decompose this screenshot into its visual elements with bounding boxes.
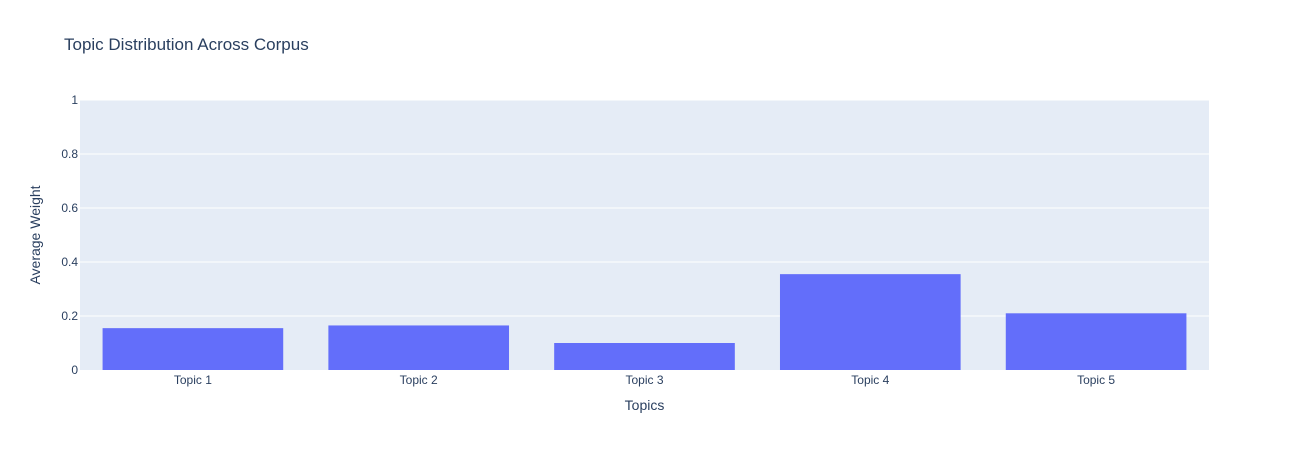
y-tick-label: 0.6 bbox=[61, 201, 78, 215]
bar-topic-4[interactable] bbox=[779, 274, 961, 370]
bar-topic-5[interactable] bbox=[1005, 313, 1187, 370]
y-tick-label: 0.8 bbox=[61, 147, 78, 161]
x-tick-label: Topic 1 bbox=[174, 373, 212, 387]
x-tick-label: Topic 4 bbox=[851, 373, 889, 387]
y-tick-label: 1 bbox=[71, 93, 78, 107]
y-tick-label: 0.2 bbox=[61, 309, 78, 323]
x-axis-ticks: Topic 1 Topic 2 Topic 3 Topic 4 Topic 5 bbox=[174, 373, 1116, 387]
bar-topic-1[interactable] bbox=[102, 328, 284, 370]
x-axis-title: Topics bbox=[625, 397, 665, 413]
chart-title: Topic Distribution Across Corpus bbox=[64, 35, 309, 54]
y-axis-ticks: 0 0.2 0.4 0.6 0.8 1 bbox=[61, 93, 78, 377]
y-tick-label: 0 bbox=[71, 363, 78, 377]
x-tick-label: Topic 5 bbox=[1077, 373, 1115, 387]
y-axis-title: Average Weight bbox=[27, 185, 43, 284]
y-tick-label: 0.4 bbox=[61, 255, 78, 269]
x-tick-label: Topic 2 bbox=[400, 373, 438, 387]
bar-topic-3[interactable] bbox=[554, 343, 735, 370]
bar-topic-2[interactable] bbox=[328, 325, 510, 370]
bars bbox=[102, 274, 1187, 370]
x-tick-label: Topic 3 bbox=[625, 373, 663, 387]
